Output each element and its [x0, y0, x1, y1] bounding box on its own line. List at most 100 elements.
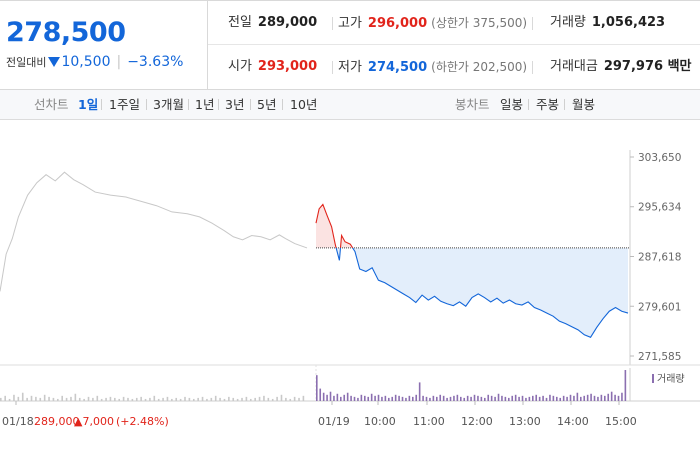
prev-volume-bar — [35, 396, 37, 401]
today-volume-bar — [401, 396, 404, 401]
today-volume-bar — [329, 391, 332, 401]
today-volume-bar — [607, 393, 610, 401]
volume: 거래량 1,056,423 — [550, 15, 666, 30]
prev-volume-bar — [197, 397, 199, 401]
today-volume-bar — [610, 391, 613, 401]
today-volume-bar — [573, 395, 575, 401]
today-volume-bar — [336, 393, 339, 401]
today-volume-bar — [470, 396, 472, 401]
change-divider: | — [116, 54, 122, 70]
x-tick-label: 10:00 — [364, 415, 396, 428]
prev-volume-bar — [92, 397, 94, 401]
today-volume-bar — [532, 395, 534, 401]
today-volume-bar — [326, 394, 328, 401]
tab-1w[interactable]: 1주일 — [109, 97, 140, 112]
today-volume-bar — [538, 396, 541, 401]
today-volume-bar — [466, 395, 469, 401]
today-volume-bar — [377, 394, 380, 401]
today-volume-bar — [525, 397, 527, 401]
today-volume-bar — [514, 394, 517, 401]
today-volume-bar — [346, 392, 349, 401]
tab-10y[interactable]: 10년 — [290, 97, 318, 112]
prev-volume-bar — [144, 398, 147, 401]
prev-volume-bar — [241, 397, 243, 401]
line-chart-label: 선차트 — [34, 97, 69, 112]
prev-day-pct-note: (+2.48%) — [116, 415, 169, 428]
today-volume-bar — [381, 396, 383, 401]
today-volume-bar — [350, 395, 352, 401]
prev-volume-bar — [192, 398, 195, 401]
today-volume-bar — [614, 394, 616, 401]
today-volume-bar — [490, 395, 493, 401]
chart-tab-bar: 선차트 1일 1주일 3개월 1년 3년 5년 10년 봉차트 일봉 주봉 월봉 — [0, 90, 700, 120]
prev-volume-bar — [298, 397, 300, 401]
today-volume-bar — [418, 382, 421, 401]
x-tick-label: 01/18 — [2, 415, 34, 428]
change-value: 10,500 — [61, 54, 111, 70]
high-price: 고가 296,000 (상한가 375,500) — [338, 16, 528, 31]
prev-volume-bar — [21, 392, 24, 401]
prev-volume-bar — [302, 395, 305, 401]
prev-volume-bar — [96, 395, 99, 401]
today-volume-bar — [364, 395, 366, 401]
current-price: 278,500 — [6, 17, 126, 48]
prev-volume-bar — [289, 398, 292, 401]
today-volume-bar — [370, 393, 373, 401]
tab-5y[interactable]: 5년 — [257, 97, 277, 112]
candle-chart-label: 봉차트 — [455, 97, 490, 112]
today-volume-bar — [542, 395, 544, 401]
today-volume-bar — [586, 394, 589, 401]
tab-3m[interactable]: 3개월 — [153, 97, 184, 112]
prev-volume-bar — [52, 397, 55, 401]
stat-divider — [532, 17, 533, 30]
today-volume-bar — [545, 397, 548, 401]
today-line-up — [315, 203, 354, 248]
price-summary: 278,500 전일대비 10,500 | −3.63% 전일 289,000 고… — [0, 0, 700, 90]
tab-1d[interactable]: 1일 — [78, 97, 99, 112]
tab-weekly-candle[interactable]: 주봉 — [536, 97, 560, 112]
price-stats: 전일 289,000 고가 296,000 (상한가 375,500) 거래량 1,05… — [208, 1, 700, 89]
prev-volume-bar — [153, 395, 156, 401]
current-price-box: 278,500 전일대비 10,500 | −3.63% — [0, 1, 208, 89]
y-tick-label: 287,618 — [638, 251, 681, 263]
today-volume-bar — [501, 395, 503, 401]
prev-volume-bar — [293, 396, 296, 401]
prev-volume-bar — [271, 398, 274, 401]
y-tick-label: 303,650 — [638, 152, 681, 164]
today-volume-bar — [497, 393, 500, 401]
today-volume-bar — [446, 397, 448, 401]
prev-volume-bar — [100, 398, 103, 401]
y-tick-label: 279,601 — [638, 301, 681, 313]
today-volume-bar — [425, 396, 428, 401]
tab-3y[interactable]: 3년 — [225, 97, 245, 112]
prev-volume-bar — [219, 397, 221, 401]
today-volume-bar — [621, 392, 623, 401]
x-tick-label: 15:00 — [605, 415, 637, 428]
prev-volume-bar — [179, 398, 182, 401]
x-tick-label: 14:00 — [557, 415, 589, 428]
today-volume-bar — [384, 395, 387, 401]
today-volume-bar — [460, 396, 462, 401]
prev-volume-bar — [74, 393, 77, 401]
stat-row-2: 시가 293,000 저가 274,500 (하한가 202,500) 거래대금 297… — [208, 45, 700, 89]
prev-volume-bar — [4, 395, 6, 401]
prev-volume-bar — [263, 395, 265, 401]
prev-volume-bar — [131, 398, 134, 401]
prev-volume-bar — [223, 398, 226, 401]
prev-day-close-note: 289,000 — [34, 415, 80, 428]
y-tick-label: 271,585 — [638, 351, 681, 363]
today-volume-bar — [556, 396, 558, 401]
today-volume-bar — [456, 394, 459, 401]
today-volume-bar — [487, 394, 490, 401]
prev-volume-bar — [276, 396, 278, 401]
today-volume-bar — [576, 392, 579, 401]
volume-legend-swatch — [652, 374, 654, 383]
tab-monthly-candle[interactable]: 월봉 — [572, 97, 596, 112]
tab-1y[interactable]: 1년 — [195, 97, 215, 112]
prev-volume-bar — [114, 397, 116, 401]
prev-volume-bar — [105, 397, 107, 401]
today-volume-bar — [583, 395, 586, 401]
today-volume-bar — [432, 395, 435, 401]
tab-daily-candle[interactable]: 일봉 — [500, 97, 524, 112]
today-volume-bar — [316, 375, 318, 401]
